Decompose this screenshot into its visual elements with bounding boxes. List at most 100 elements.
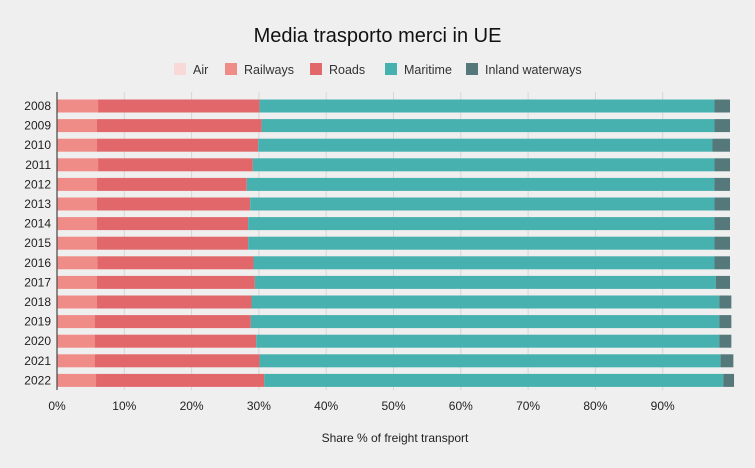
bar-roads-2018 xyxy=(96,295,252,309)
bar-maritime-2019 xyxy=(250,315,720,329)
x-tick-label: 0% xyxy=(48,399,66,413)
bar-maritime-2012 xyxy=(246,177,715,191)
y-tick-label: 2009 xyxy=(24,119,51,133)
y-tick-label: 2011 xyxy=(25,158,51,172)
legend-swatch-inland-waterways xyxy=(466,63,478,75)
legend-swatch-roads xyxy=(310,63,322,75)
bar-inland-waterways-2013 xyxy=(714,197,730,211)
y-tick-label: 2021 xyxy=(24,354,51,368)
y-tick-label: 2020 xyxy=(24,334,51,348)
bar-roads-2009 xyxy=(96,119,262,133)
bar-roads-2019 xyxy=(94,315,251,329)
bar-roads-2015 xyxy=(96,236,249,250)
legend-swatch-air xyxy=(174,63,186,75)
bar-maritime-2018 xyxy=(251,295,720,309)
x-axis-ticks: 0% 10% 20% 30% 40% 50% 60% 70% 80% 90% xyxy=(48,399,675,413)
bar-inland-waterways-2012 xyxy=(714,177,730,191)
bar-railways-2022 xyxy=(57,373,97,387)
y-tick-label: 2013 xyxy=(24,197,51,211)
bar-roads-2012 xyxy=(96,177,247,191)
bar-maritime-2020 xyxy=(256,334,720,348)
x-tick-label: 90% xyxy=(651,399,675,413)
bar-roads-2021 xyxy=(94,354,260,368)
bar-roads-2020 xyxy=(94,334,257,348)
bar-railways-2017 xyxy=(57,275,97,289)
bar-roads-2008 xyxy=(98,99,260,113)
legend-swatch-maritime xyxy=(385,63,397,75)
bar-railways-2014 xyxy=(57,217,97,231)
bar-railways-2018 xyxy=(57,295,97,309)
x-tick-label: 40% xyxy=(314,399,338,413)
bar-roads-2017 xyxy=(96,275,255,289)
y-tick-label: 2018 xyxy=(24,295,51,309)
y-tick-label: 2019 xyxy=(24,315,51,329)
bar-inland-waterways-2021 xyxy=(720,354,734,368)
bar-maritime-2021 xyxy=(259,354,721,368)
legend-label-roads: Roads xyxy=(329,63,365,77)
bar-inland-waterways-2020 xyxy=(719,334,732,348)
bar-railways-2016 xyxy=(57,256,98,270)
bar-railways-2013 xyxy=(57,197,97,211)
bar-maritime-2013 xyxy=(250,197,715,211)
bar-maritime-2008 xyxy=(259,99,715,113)
x-tick-label: 20% xyxy=(180,399,204,413)
legend-label-inland-waterways: Inland waterways xyxy=(485,63,582,77)
x-axis-label: Share % of freight transport xyxy=(322,431,469,445)
bar-maritime-2010 xyxy=(258,138,713,152)
bar-maritime-2009 xyxy=(261,119,715,133)
bar-maritime-2011 xyxy=(252,158,715,172)
x-tick-label: 10% xyxy=(112,399,136,413)
bar-inland-waterways-2008 xyxy=(714,99,730,113)
bar-roads-2022 xyxy=(96,373,265,387)
bar-inland-waterways-2018 xyxy=(719,295,732,309)
bar-maritime-2014 xyxy=(248,217,715,231)
x-tick-label: 70% xyxy=(516,399,540,413)
y-axis-ticks: 2008 2009 2010 2011 2012 2013 2014 2015 2016 2017… xyxy=(24,99,51,387)
bar-railways-2010 xyxy=(57,138,97,152)
bar-inland-waterways-2015 xyxy=(714,236,730,250)
legend-label-maritime: Maritime xyxy=(404,63,452,77)
legend-swatch-railways xyxy=(225,63,237,75)
y-tick-label: 2015 xyxy=(24,236,51,250)
bar-maritime-2015 xyxy=(248,236,715,250)
bar-railways-2012 xyxy=(57,177,97,191)
bar-roads-2016 xyxy=(97,256,254,270)
x-tick-label: 30% xyxy=(247,399,271,413)
bar-inland-waterways-2016 xyxy=(714,256,730,270)
y-tick-label: 2016 xyxy=(24,256,51,270)
x-tick-label: 60% xyxy=(449,399,473,413)
bar-inland-waterways-2011 xyxy=(714,158,730,172)
bar-railways-2015 xyxy=(57,236,97,250)
bar-roads-2014 xyxy=(96,217,249,231)
bar-inland-waterways-2019 xyxy=(719,315,732,329)
bar-inland-waterways-2010 xyxy=(712,138,730,152)
bar-maritime-2022 xyxy=(264,373,724,387)
legend: Air Railways Roads Maritime Inland waterways xyxy=(174,63,582,77)
bar-railways-2011 xyxy=(57,158,99,172)
bar-inland-waterways-2017 xyxy=(715,275,730,289)
x-tick-label: 80% xyxy=(583,399,607,413)
bar-roads-2010 xyxy=(96,138,259,152)
bars xyxy=(57,99,735,387)
bar-roads-2011 xyxy=(98,158,253,172)
bar-maritime-2017 xyxy=(254,275,716,289)
bar-railways-2008 xyxy=(57,99,99,113)
x-tick-label: 50% xyxy=(381,399,405,413)
bar-inland-waterways-2022 xyxy=(723,373,735,387)
y-tick-label: 2017 xyxy=(24,275,51,289)
y-tick-label: 2012 xyxy=(24,177,51,191)
bar-inland-waterways-2009 xyxy=(714,119,730,133)
bar-railways-2021 xyxy=(57,354,95,368)
bar-inland-waterways-2014 xyxy=(714,217,730,231)
bar-railways-2020 xyxy=(57,334,95,348)
chart-title: Media trasporto merci in UE xyxy=(254,25,502,47)
y-tick-label: 2014 xyxy=(24,217,51,231)
bar-maritime-2016 xyxy=(253,256,715,270)
legend-label-railways: Railways xyxy=(244,63,294,77)
y-tick-label: 2022 xyxy=(24,373,51,387)
bar-railways-2019 xyxy=(57,315,95,329)
y-tick-label: 2010 xyxy=(24,138,51,152)
y-tick-label: 2008 xyxy=(24,99,51,113)
bar-roads-2013 xyxy=(96,197,251,211)
